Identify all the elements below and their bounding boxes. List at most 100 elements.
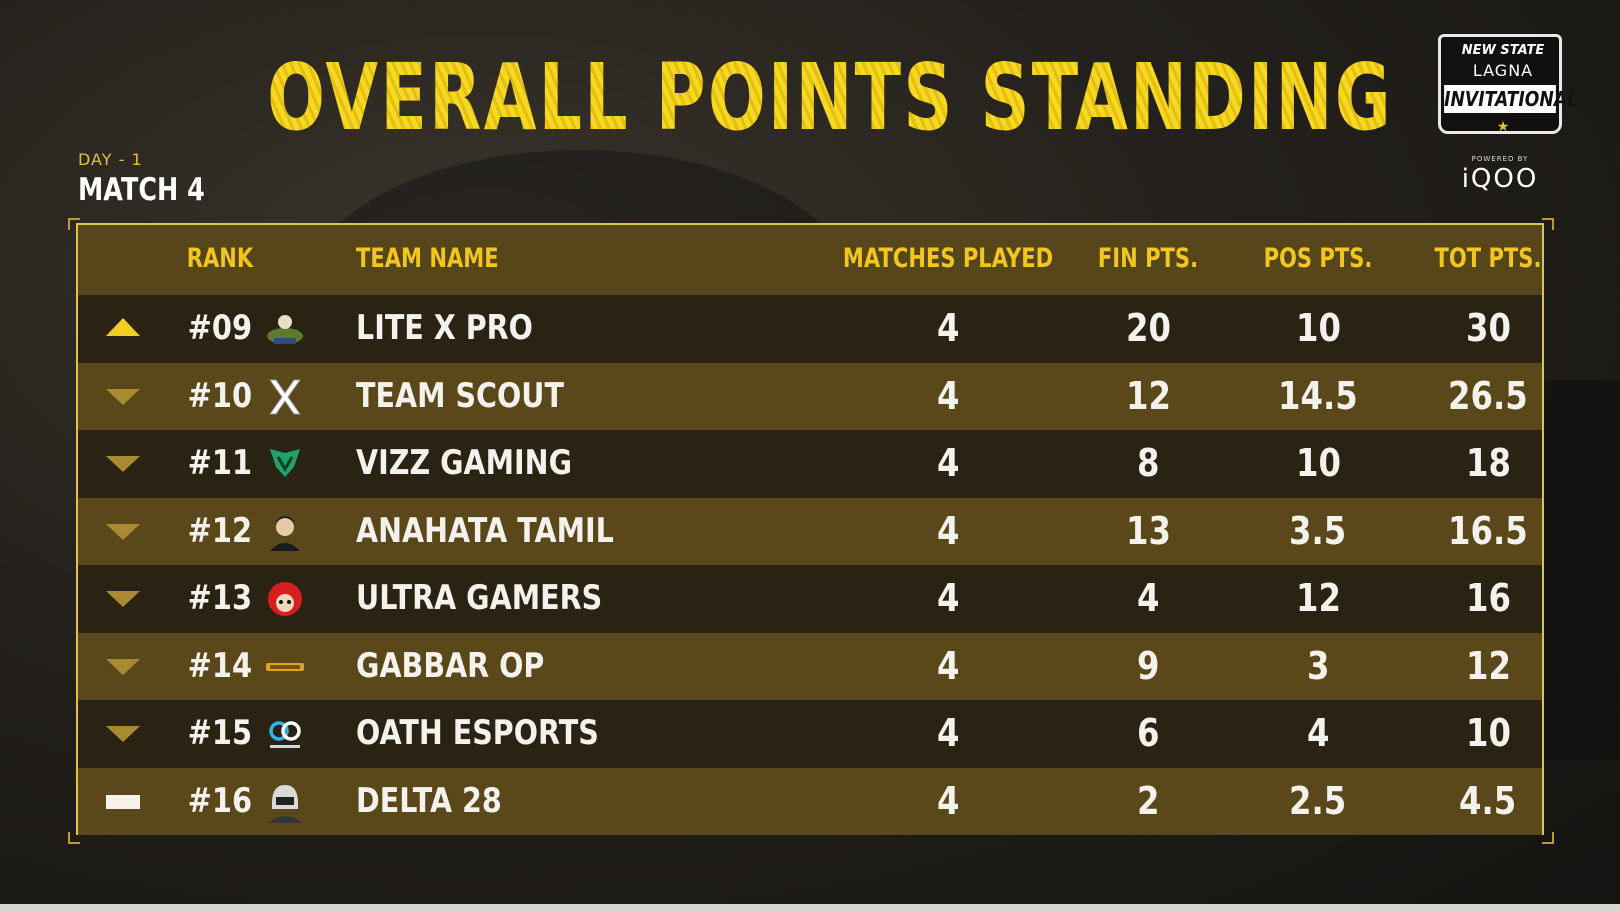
tot-pts-cell: 10 [1465,711,1511,755]
team-name-cell: DELTA 28 [356,780,502,821]
table-row: #13 ULTRA GAMERS 4 4 12 16 [78,565,1542,633]
matches-cell: 4 [936,576,960,620]
column-header-team: TEAM NAME [356,243,499,274]
tot-pts-cell: 26.5 [1448,373,1528,418]
vizz-gaming-logo-icon [264,443,306,485]
corner-bracket [1542,218,1554,230]
fin-pts-cell: 6 [1136,711,1160,755]
powered-by-label: POWERED BY [1471,155,1529,163]
table-row: #15 OATH ESPORTS 4 6 4 10 [78,700,1542,768]
team-name-cell: GABBAR OP [356,645,545,686]
matches-cell: 4 [936,373,960,418]
gabbar-op-logo-icon [264,646,306,688]
rank-cell: #09 [187,308,253,348]
tot-pts-cell: 18 [1465,441,1511,485]
fin-pts-cell: 13 [1125,508,1171,553]
tot-pts-cell: 4.5 [1459,778,1517,823]
trend-down-icon [106,726,140,742]
team-scout-logo-icon [264,376,306,418]
team-logo-cell [264,565,314,632]
pos-pts-cell: 3 [1306,643,1330,688]
rank-cell: #11 [187,443,253,483]
team-logo-cell [264,768,314,835]
table-row: #12 ANAHATA TAMIL 4 13 3.5 16.5 [78,497,1542,565]
pos-pts-cell: 3.5 [1289,508,1347,553]
corner-bracket [1542,832,1554,844]
column-header-rank: RANK [186,243,254,274]
pos-pts-cell: 10 [1295,306,1341,350]
team-name-cell: LITE X PRO [356,308,533,348]
rank-cell: #15 [187,713,253,753]
pos-pts-cell: 12 [1295,576,1341,620]
bottom-strip [0,904,1620,912]
tot-pts-cell: 12 [1465,643,1511,688]
table-body: #09 LITE X PRO 4 20 10 30 #10 TEAM SCOUT… [78,295,1542,835]
team-logo-cell [264,700,314,767]
column-header-tot: TOT PTS. [1434,243,1542,274]
pos-pts-cell: 2.5 [1289,778,1347,823]
oath-esports-logo-icon [264,713,306,755]
team-name-cell: VIZZ GAMING [356,443,573,483]
team-name-cell: ANAHATA TAMIL [356,510,614,551]
column-header-pos: POS PTS. [1263,243,1373,274]
pos-pts-cell: 14.5 [1278,373,1358,418]
table-row: #14 GABBAR OP 4 9 3 12 [78,632,1542,700]
tot-pts-cell: 16.5 [1448,508,1528,553]
fin-pts-cell: 9 [1136,643,1160,688]
team-logo-cell [264,295,314,362]
day-label: DAY - 1 [78,150,143,169]
team-logo-cell [264,430,314,497]
rank-cell: #13 [187,578,253,618]
table-row: #10 TEAM SCOUT 4 12 14.5 26.5 [78,362,1542,430]
matches-cell: 4 [936,441,960,485]
rank-cell: #14 [187,645,253,686]
fin-pts-cell: 8 [1136,441,1160,485]
rank-cell: #10 [187,375,253,416]
matches-cell: 4 [936,778,960,823]
tot-pts-cell: 16 [1465,576,1511,620]
trend-same-icon [106,794,140,809]
delta-28-logo-icon [264,781,306,823]
trend-down-icon [106,523,140,540]
anahata-tamil-logo-icon [264,511,306,553]
trend-up-icon [106,318,140,336]
rank-cell: #12 [187,510,253,551]
event-badge: NEW STATE LAGNA INVITATIONAL ★ [1438,34,1579,135]
corner-bracket [68,218,80,230]
trend-down-icon [106,388,140,405]
pos-pts-cell: 4 [1306,711,1330,755]
matches-cell: 4 [936,643,960,688]
table-row: #11 VIZZ GAMING 4 8 10 18 [78,430,1542,498]
matches-cell: 4 [936,711,960,755]
trend-down-icon [106,591,140,607]
matches-cell: 4 [936,306,960,350]
lite-x-pro-logo-icon [264,308,306,350]
matches-cell: 4 [936,508,960,553]
fin-pts-cell: 4 [1136,576,1160,620]
standings-table: RANK TEAM NAME MATCHES PLAYED FIN PTS. P… [76,223,1544,835]
ultra-gamers-logo-icon [264,578,306,620]
trend-down-icon [106,456,140,472]
trend-down-icon [106,658,140,675]
corner-bracket [68,832,80,844]
team-logo-cell [264,498,314,565]
star-icon: ★ [1496,119,1510,135]
team-logo-cell [264,363,314,430]
team-name-cell: TEAM SCOUT [356,375,564,416]
page-title: OVERALL POINTS STANDING [216,52,1444,144]
event-logo-name: INVITATIONAL [1444,85,1579,113]
column-header-fin: FIN PTS. [1097,243,1199,274]
event-logo-mid: LAGNA [1472,61,1534,80]
tot-pts-cell: 30 [1465,306,1511,350]
table-row: #16 DELTA 28 4 2 2.5 4.5 [78,767,1542,835]
sponsor-logo: iQOO [1461,164,1539,194]
match-label: MATCH 4 [78,172,205,208]
fin-pts-cell: 2 [1136,778,1160,823]
team-name-cell: ULTRA GAMERS [356,578,603,618]
pos-pts-cell: 10 [1295,441,1341,485]
rank-cell: #16 [187,780,253,821]
team-logo-cell [264,633,314,700]
fin-pts-cell: 20 [1125,306,1171,350]
table-header: RANK TEAM NAME MATCHES PLAYED FIN PTS. P… [78,225,1542,295]
column-header-matches: MATCHES PLAYED [842,243,1054,274]
